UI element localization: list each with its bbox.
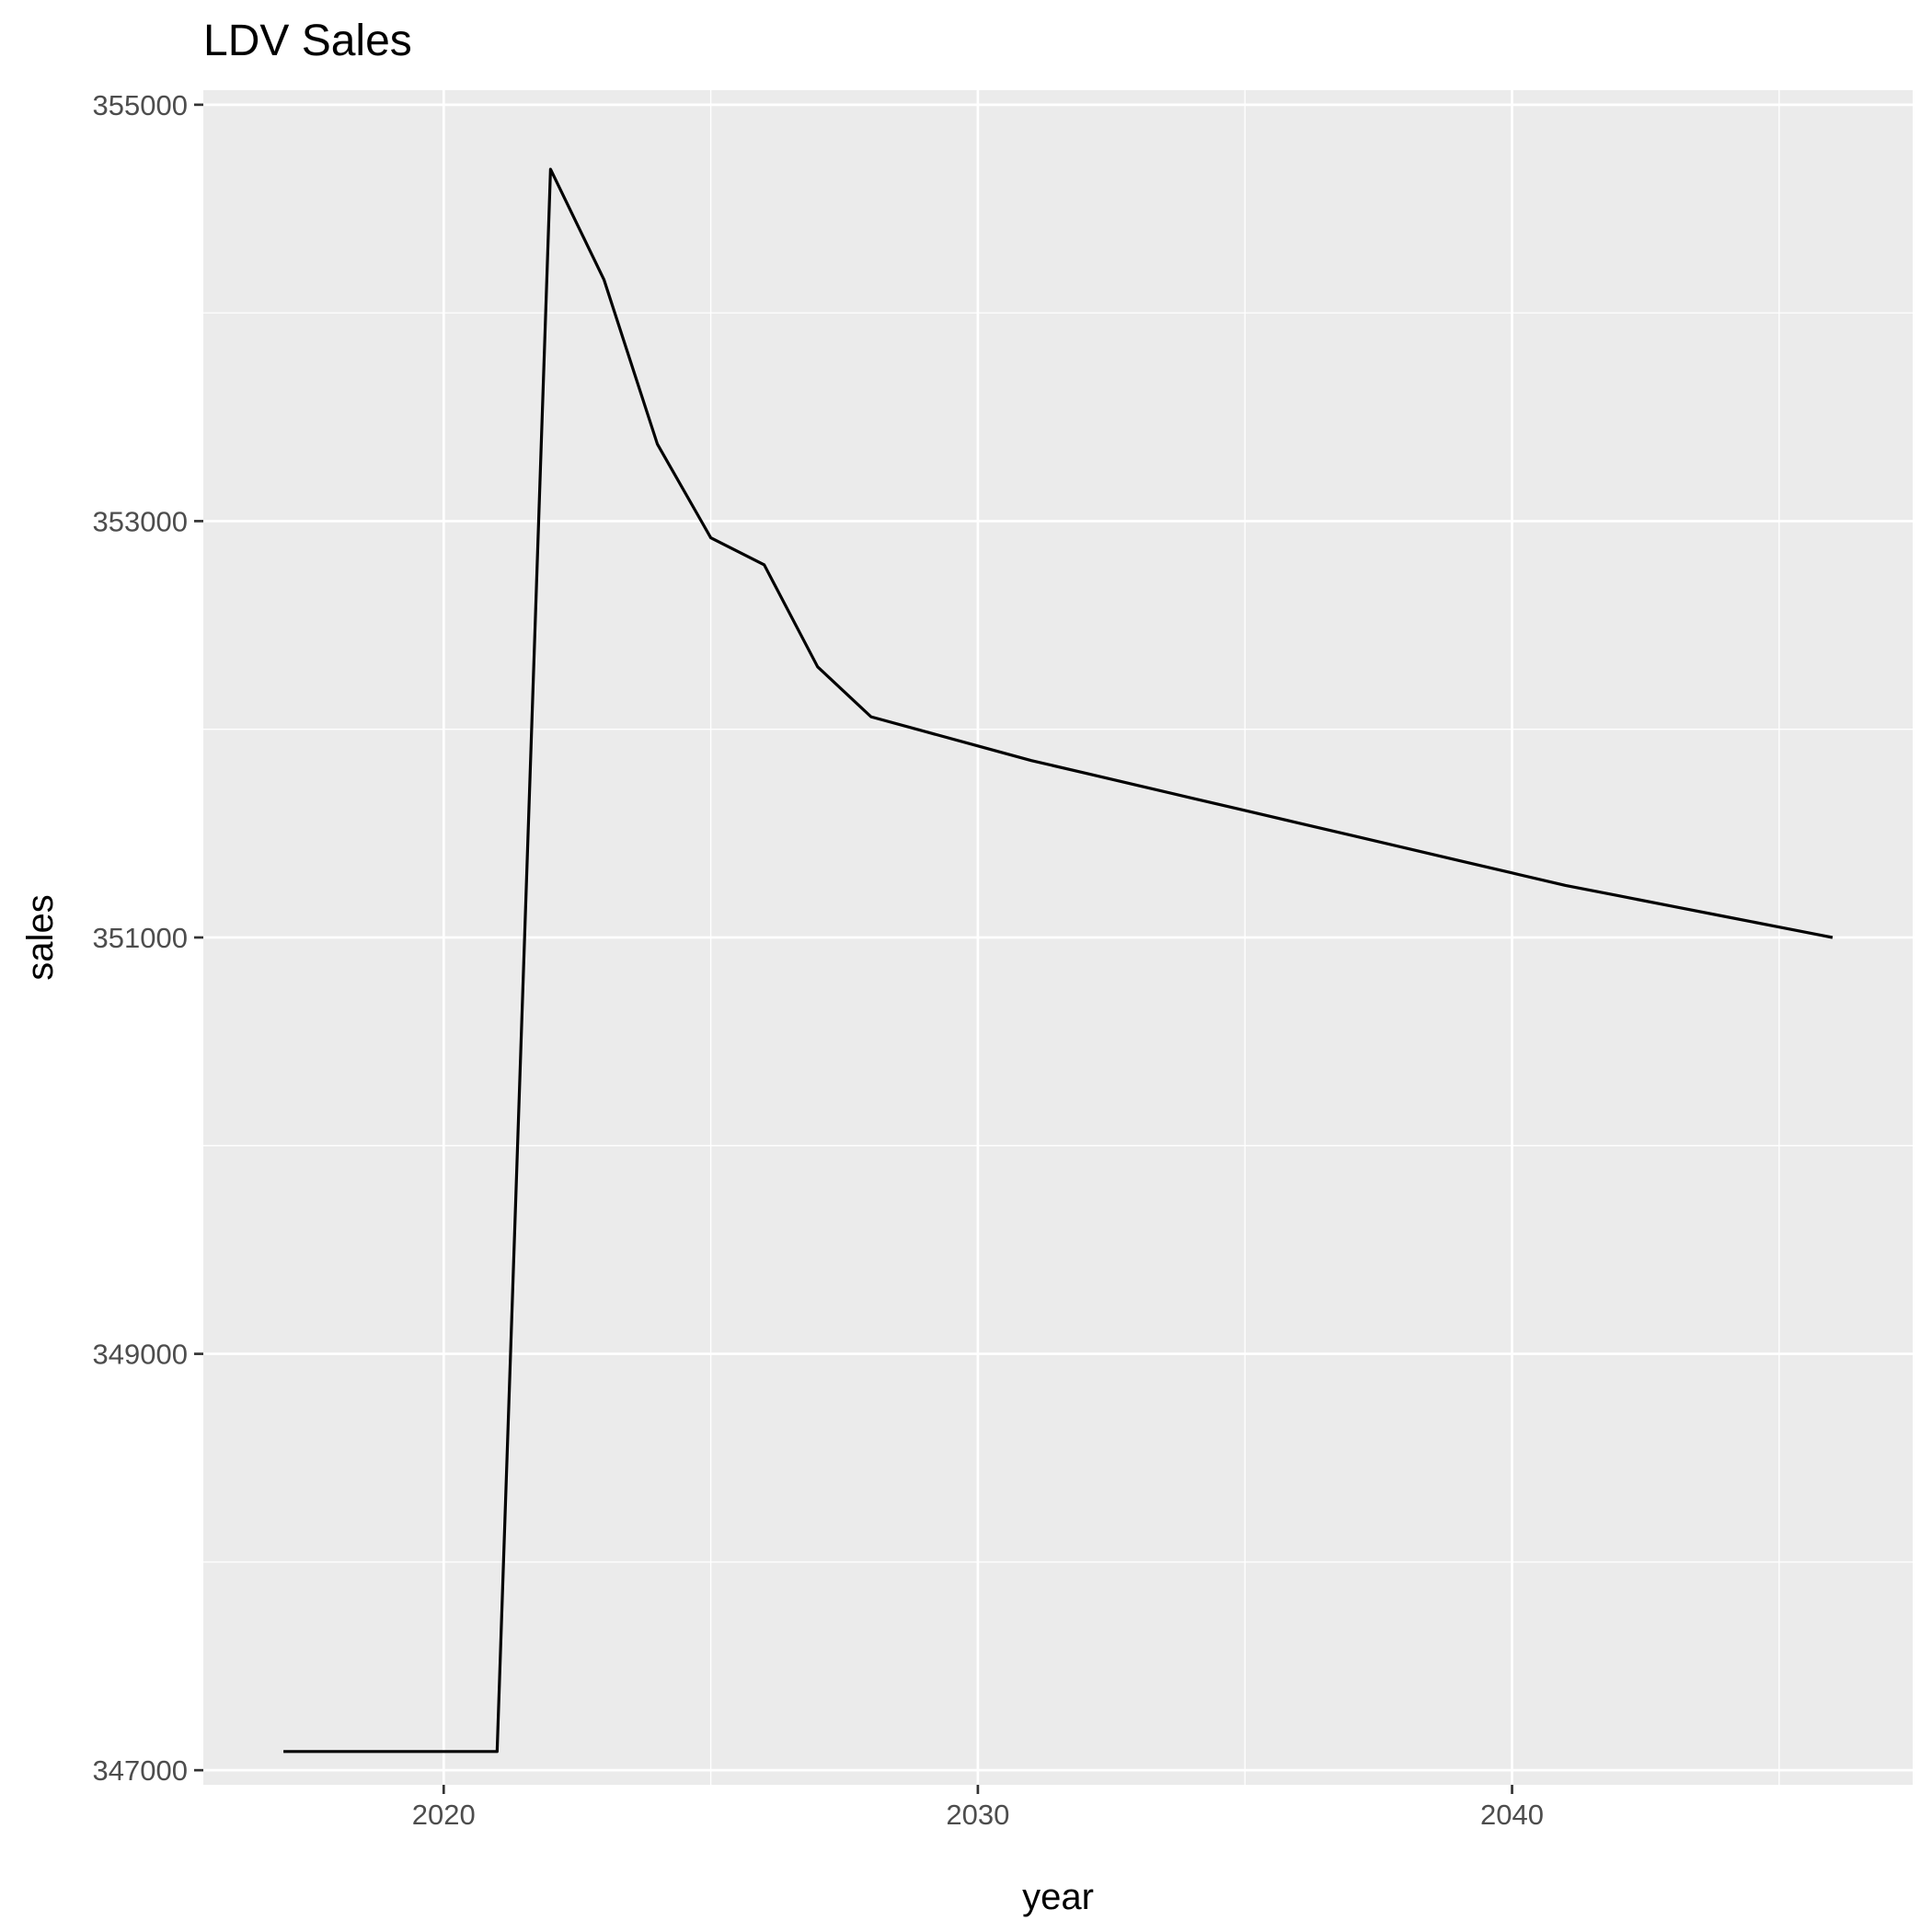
y-tick-label: 347000 xyxy=(93,1754,188,1787)
y-tick-label: 351000 xyxy=(93,922,188,954)
chart-title: LDV Sales xyxy=(203,17,412,65)
y-tick-label: 355000 xyxy=(93,89,188,121)
y-tick-label: 353000 xyxy=(93,505,188,537)
y-axis: 347000 349000 351000 353000 355000 xyxy=(93,89,203,1787)
series-layer xyxy=(283,167,1834,1754)
series-line xyxy=(283,167,1834,1754)
x-tick-label: 2020 xyxy=(412,1799,476,1831)
x-tick-label: 2040 xyxy=(1480,1799,1544,1831)
major-gridlines xyxy=(203,90,1913,1785)
x-axis: 2020 2030 2040 xyxy=(412,1785,1544,1831)
y-axis-title: sales xyxy=(20,894,61,980)
y-tick-label: 349000 xyxy=(93,1339,188,1371)
x-axis-title: year xyxy=(1022,1877,1094,1917)
x-tick-label: 2030 xyxy=(946,1799,1009,1831)
